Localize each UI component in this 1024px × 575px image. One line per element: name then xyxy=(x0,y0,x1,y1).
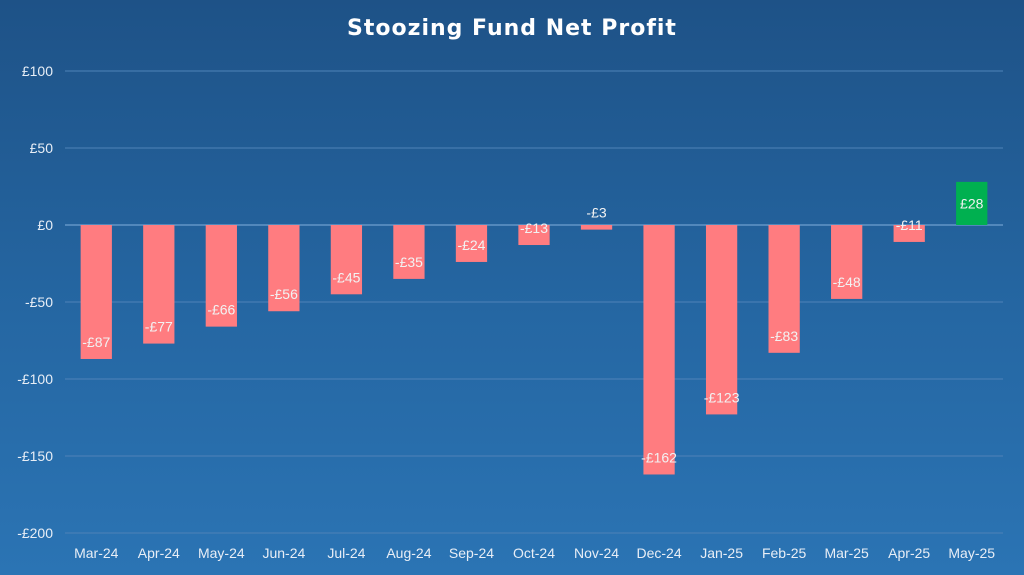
y-tick-label: -£200 xyxy=(17,525,53,541)
bar xyxy=(705,225,738,415)
x-tick-label: Aug-24 xyxy=(386,545,431,561)
bar xyxy=(518,225,550,246)
data-label: -£123 xyxy=(704,389,740,405)
bar xyxy=(956,181,988,225)
x-tick-label: Jun-24 xyxy=(262,545,305,561)
data-label: -£48 xyxy=(833,274,861,290)
y-tick-label: -£50 xyxy=(25,294,53,310)
x-tick-label: May-24 xyxy=(198,545,245,561)
x-tick-label: Nov-24 xyxy=(574,545,619,561)
bar xyxy=(580,225,613,230)
x-tick-label: Feb-25 xyxy=(762,545,807,561)
data-label: -£35 xyxy=(395,254,423,270)
x-tick-label: Jul-24 xyxy=(327,545,365,561)
data-label: -£3 xyxy=(586,205,606,221)
x-tick-label: Mar-25 xyxy=(824,545,869,561)
bar xyxy=(393,225,425,279)
data-label: -£56 xyxy=(270,286,298,302)
bar xyxy=(268,225,300,312)
x-tick-label: Apr-25 xyxy=(888,545,930,561)
y-tick-label: -£150 xyxy=(17,448,53,464)
y-tick-label: £50 xyxy=(30,140,54,156)
x-axis-ticks: Mar-24 Apr-24 May-24 Jun-24 Jul-24 Aug-24 Sep-… xyxy=(74,545,995,561)
bar xyxy=(455,225,488,262)
bar xyxy=(80,225,112,359)
bars xyxy=(80,181,988,475)
chart-title: Stoozing Fund Net Profit xyxy=(347,16,677,41)
data-label: -£83 xyxy=(770,328,798,344)
data-label: -£24 xyxy=(457,237,485,253)
data-label: -£11 xyxy=(896,217,923,233)
x-tick-label: Jan-25 xyxy=(700,545,743,561)
y-axis-ticks: £100 £50 £0 -£50 -£100 -£150 -£200 xyxy=(17,63,53,541)
bar xyxy=(893,225,925,242)
bar xyxy=(205,225,237,327)
bar xyxy=(831,225,863,299)
y-tick-label: -£100 xyxy=(17,371,53,387)
data-label: £28 xyxy=(960,195,984,211)
y-tick-label: £0 xyxy=(37,217,53,233)
x-tick-label: Sep-24 xyxy=(449,545,494,561)
bar xyxy=(643,225,675,475)
bar xyxy=(768,225,800,353)
y-tick-label: £100 xyxy=(22,63,53,79)
data-label: -£45 xyxy=(332,269,360,285)
x-tick-label: Apr-24 xyxy=(138,545,180,561)
data-label: -£66 xyxy=(207,302,235,318)
data-label: -£87 xyxy=(82,334,110,350)
x-tick-label: Dec-24 xyxy=(636,545,681,561)
bar xyxy=(143,225,175,344)
x-tick-label: Mar-24 xyxy=(74,545,119,561)
data-labels: -£87 -£77 -£66 -£56 -£45 -£35 -£24 -£13 -£3 -£162… xyxy=(82,195,983,465)
x-tick-label: Oct-24 xyxy=(513,545,555,561)
bar xyxy=(330,225,363,295)
x-tick-label: May-25 xyxy=(948,545,995,561)
data-label: -£77 xyxy=(145,319,173,335)
data-label: -£162 xyxy=(641,449,677,465)
data-label: -£13 xyxy=(520,220,548,236)
